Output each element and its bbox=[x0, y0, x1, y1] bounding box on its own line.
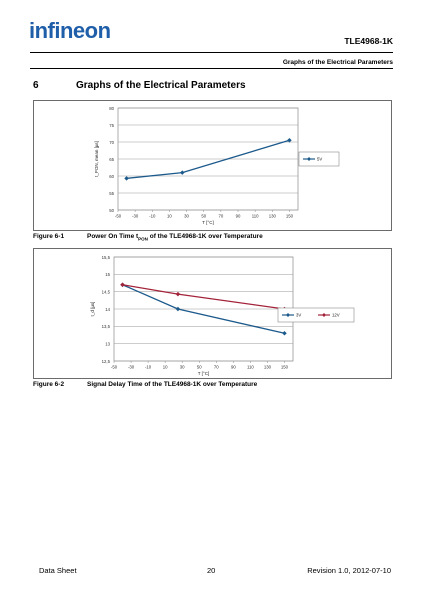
x-tick-label: -50 bbox=[115, 214, 122, 219]
caption-subscript: PON bbox=[138, 236, 148, 242]
caption-part: of the TLE4968-1K over Temperature bbox=[147, 233, 263, 240]
data-point bbox=[124, 176, 129, 181]
y-tick-label: 55 bbox=[109, 191, 114, 196]
x-tick-label: 10 bbox=[167, 214, 172, 219]
x-tick-label: 70 bbox=[214, 365, 219, 370]
x-tick-label: 70 bbox=[218, 214, 223, 219]
chart-1-svg: 50 55 60 65 70 75 80 -50 -30 -10 10 30 50 70 90 110 130 1… bbox=[94, 106, 340, 225]
y-tick-label: 12,5 bbox=[102, 359, 111, 364]
y-axis-label: t_PON, mean [µs] bbox=[94, 141, 99, 177]
section-title: Graphs of the Electrical Parameters bbox=[76, 80, 246, 91]
y-tick-label: 14,5 bbox=[102, 289, 111, 294]
x-tick-label: 30 bbox=[180, 365, 185, 370]
figure-caption-text: Signal Delay Time of the TLE4968-1K over… bbox=[87, 381, 258, 388]
chart-signal-delay-time: 12,5 13 13,5 14 14,5 15 15,5 -50 -30 -10 10 30 50 70 9… bbox=[33, 248, 392, 379]
x-tick-label: 90 bbox=[236, 214, 241, 219]
infineon-logo: infineon bbox=[29, 18, 111, 44]
y-tick-label: 13,5 bbox=[102, 324, 111, 329]
chart-2-svg: 12,5 13 13,5 14 14,5 15 15,5 -50 -30 -10 10 30 50 70 9… bbox=[90, 255, 355, 376]
x-tick-label: 110 bbox=[252, 214, 259, 219]
y-tick-label: 60 bbox=[109, 174, 114, 179]
y-axis-label: t_d [µs] bbox=[90, 302, 95, 317]
y-tick-label: 70 bbox=[109, 140, 114, 145]
y-tick-label: 50 bbox=[109, 208, 114, 213]
caption-part: Power On Time t bbox=[87, 233, 139, 240]
x-tick-label: -10 bbox=[149, 214, 156, 219]
chart-power-on-time: 50 55 60 65 70 75 80 -50 -30 -10 10 30 50 70 90 110 130 1… bbox=[33, 100, 392, 231]
x-tick-label: 90 bbox=[231, 365, 236, 370]
y-tick-label: 80 bbox=[109, 106, 114, 111]
x-tick-label: -30 bbox=[132, 214, 139, 219]
y-tick-label: 13 bbox=[105, 341, 110, 346]
document-title: TLE4968-1K bbox=[344, 36, 393, 46]
legend-label: 12V bbox=[332, 313, 340, 318]
x-tick-label: 110 bbox=[247, 365, 254, 370]
x-tick-label: -30 bbox=[128, 365, 135, 370]
x-tick-label: 10 bbox=[163, 365, 168, 370]
header-rule bbox=[30, 52, 393, 53]
y-tick-label: 15,5 bbox=[102, 255, 111, 260]
footer-doc-type: Data Sheet bbox=[39, 566, 77, 575]
section-rule bbox=[30, 68, 393, 69]
x-tick-label: -50 bbox=[111, 365, 118, 370]
logo-text: infineon bbox=[29, 18, 111, 43]
y-tick-label: 65 bbox=[109, 157, 114, 162]
data-point bbox=[287, 138, 292, 143]
x-tick-label: -10 bbox=[145, 365, 152, 370]
x-axis-label: T [°C] bbox=[202, 220, 213, 225]
x-tick-label: 130 bbox=[269, 214, 277, 219]
figure-caption-text: Power On Time tPON of the TLE4968-1K ove… bbox=[87, 233, 263, 241]
y-tick-label: 14 bbox=[105, 307, 110, 312]
x-tick-label: 150 bbox=[281, 365, 289, 370]
x-tick-label: 150 bbox=[286, 214, 294, 219]
running-section-header: Graphs of the Electrical Parameters bbox=[282, 59, 393, 66]
x-tick-label: 50 bbox=[201, 214, 206, 219]
section-number: 6 bbox=[33, 80, 39, 91]
legend-label: 5V bbox=[317, 157, 322, 162]
legend-box bbox=[277, 307, 355, 323]
legend-label: 3V bbox=[296, 313, 301, 318]
legend-box bbox=[298, 151, 340, 167]
x-tick-label: 50 bbox=[197, 365, 202, 370]
footer-revision: Revision 1.0, 2012-07-10 bbox=[307, 566, 391, 575]
x-axis-label: T [°C] bbox=[198, 371, 209, 376]
figure-number: Figure 6-1 bbox=[33, 233, 65, 240]
figure-number: Figure 6-2 bbox=[33, 381, 65, 388]
footer-page-number: 20 bbox=[207, 566, 216, 575]
x-tick-label: 30 bbox=[184, 214, 189, 219]
y-tick-label: 75 bbox=[109, 123, 114, 128]
y-tick-label: 15 bbox=[105, 272, 110, 277]
x-tick-label: 130 bbox=[264, 365, 272, 370]
